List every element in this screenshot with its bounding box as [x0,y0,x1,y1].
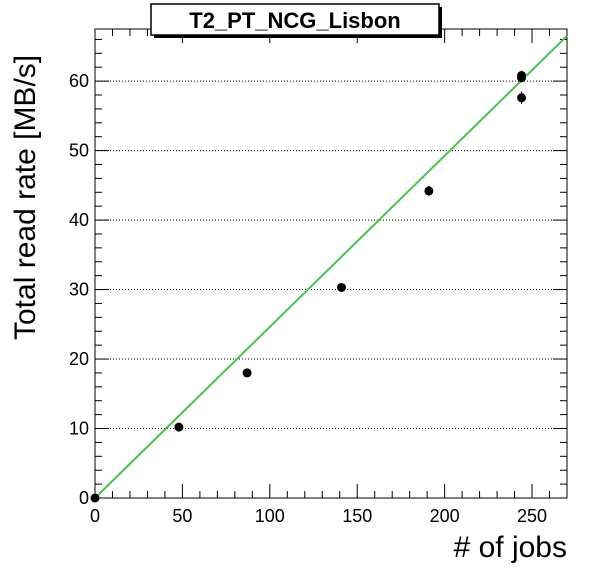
x-tick-label: 100 [255,506,285,526]
fit-line [94,35,568,499]
data-point [90,493,100,503]
x-tick-label: 0 [90,506,100,526]
x-tick-label: 200 [430,506,460,526]
y-tick-label: 20 [69,349,89,369]
y-tick-label: 50 [69,141,89,161]
y-tick-label: 30 [69,280,89,300]
x-axis-label: # of jobs [454,531,567,564]
y-axis-label: Total read rate [MB/s] [9,55,42,340]
data-points [90,70,527,503]
data-point [424,186,434,196]
y-tick-label: 40 [69,210,89,230]
x-tick-label: 150 [342,506,372,526]
title-box: T2_PT_NCG_Lisbon [150,3,442,38]
x-tick-label: 50 [172,506,192,526]
y-tick-label: 60 [69,71,89,91]
data-point [336,282,346,292]
grid [95,80,567,430]
fit-line-segment [94,35,568,499]
x-tick-label: 250 [517,506,547,526]
data-point [517,71,527,81]
chart-title: T2_PT_NCG_Lisbon [189,8,400,33]
data-point [174,422,184,432]
y-tick-label: 0 [79,488,89,508]
y-tick-label: 10 [69,419,89,439]
tick-labels: 0 10 20 30 40 50 60 0 50 100 150 200 250 [69,71,547,526]
data-point [517,93,527,103]
data-point [242,368,252,378]
